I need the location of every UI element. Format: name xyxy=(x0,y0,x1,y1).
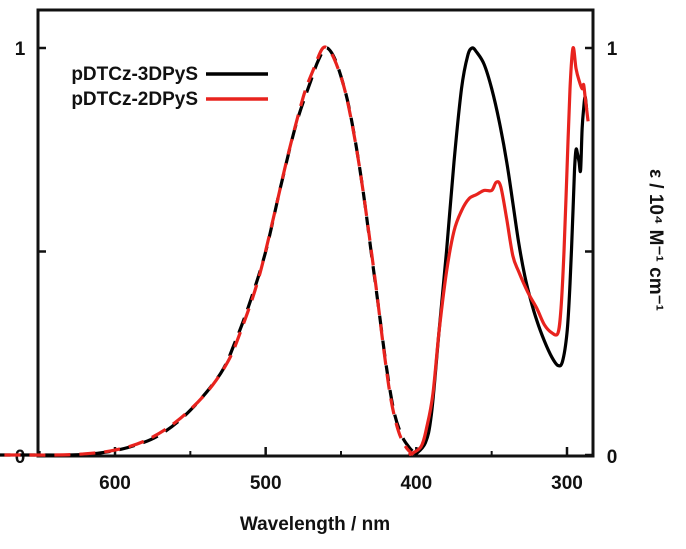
right-y-tick-label-top: 1 xyxy=(607,39,618,60)
series-line-pdtcz-2dpys xyxy=(407,46,590,457)
plot-frame xyxy=(36,8,595,458)
legend: pDTCz-3DPyS pDTCz-2DPyS xyxy=(71,64,268,110)
series-line-pdtcz-2dpys-emission xyxy=(0,45,415,457)
legend-label-pdtcz-2dpys: pDTCz-2DPyS xyxy=(71,89,198,110)
series-line-pdtcz-3dpys-emission xyxy=(0,46,418,457)
x-axis-title: Wavelength / nm xyxy=(240,514,390,535)
x-tick-label-400: 400 xyxy=(400,473,432,494)
left-y-tick-label-top: 1 xyxy=(15,39,26,60)
series-line-pdtcz-3dpys xyxy=(413,46,589,457)
series-group xyxy=(0,45,590,457)
legend-label-pdtcz-3dpys: pDTCz-3DPyS xyxy=(71,64,198,85)
x-tick-label-600: 600 xyxy=(99,473,131,494)
x-tick-label-300: 300 xyxy=(551,473,583,494)
right-y-axis-title: ε / 10⁴ M⁻¹ cm⁻¹ xyxy=(645,169,666,311)
x-axis-tick-labels: 600 500 400 300 xyxy=(99,473,583,494)
left-y-tick-label-bottom: 0 xyxy=(15,447,26,468)
right-y-tick-label-bottom: 0 xyxy=(607,447,618,468)
x-tick-label-500: 500 xyxy=(250,473,282,494)
